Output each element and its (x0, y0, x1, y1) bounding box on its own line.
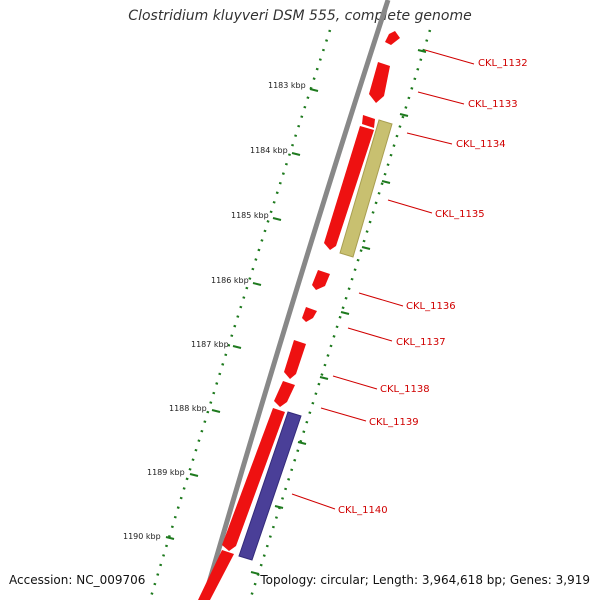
gene-label-CKL_1137[interactable]: CKL_1137 (396, 337, 446, 348)
gene-label-CKL_1132[interactable]: CKL_1132 (478, 58, 528, 69)
gene-arrow[interactable] (222, 408, 285, 551)
scale-tick (319, 376, 329, 380)
leader-line (387, 199, 433, 214)
leader-line (332, 375, 378, 390)
kbp-tick (211, 409, 221, 413)
kbp-label: 1184 kbp (250, 146, 288, 155)
gene-label-CKL_1140[interactable]: CKL_1140 (338, 505, 388, 516)
genome-backbone (201, 0, 391, 600)
scale-tick (361, 246, 371, 250)
gene-label-CKL_1133[interactable]: CKL_1133 (468, 99, 518, 110)
gene-arrow[interactable] (312, 270, 330, 290)
gene-label-CKL_1139[interactable]: CKL_1139 (369, 417, 419, 428)
gene-arrow[interactable] (362, 115, 375, 128)
leader-line (417, 91, 465, 105)
gene-arrow[interactable] (302, 307, 317, 322)
gene-block-tan[interactable] (339, 119, 393, 258)
gene-label-CKL_1135[interactable]: CKL_1135 (435, 209, 485, 220)
gene-arrow[interactable] (369, 62, 390, 103)
kbp-tick (252, 282, 262, 286)
scale-tick (250, 571, 260, 575)
scale-dotted-line-right (248, 29, 432, 600)
kbp-tick (232, 345, 242, 349)
scale-ticks: 1183 kbp 1184 kbp 1185 kbp 1186 kbp 1187… (123, 81, 319, 541)
gene-label-CKL_1134[interactable]: CKL_1134 (456, 139, 506, 150)
scale-tick (274, 505, 284, 509)
gene-label-CKL_1136[interactable]: CKL_1136 (406, 301, 456, 312)
gene-label-CKL_1138[interactable]: CKL_1138 (380, 384, 430, 395)
leader-line (320, 407, 367, 422)
kbp-label: 1188 kbp (169, 404, 207, 413)
kbp-tick (272, 217, 282, 221)
kbp-label: 1185 kbp (231, 211, 269, 220)
gene-block-blue[interactable] (238, 411, 302, 561)
kbp-tick (309, 88, 319, 92)
scale-tick (381, 180, 391, 184)
scale-tick (399, 113, 409, 117)
gene-arrow[interactable] (284, 340, 306, 379)
kbp-tick (291, 152, 301, 156)
kbp-label: 1189 kbp (147, 468, 185, 477)
scale-tick (417, 49, 427, 53)
gene-arrow[interactable] (274, 381, 295, 407)
leader-line (291, 493, 336, 510)
kbp-label: 1190 kbp (123, 532, 161, 541)
inner-scale-ticks (250, 49, 427, 575)
kbp-label: 1183 kbp (268, 81, 306, 90)
gene-arrow[interactable] (198, 550, 234, 600)
kbp-tick (165, 536, 175, 540)
scale-tick (297, 441, 307, 445)
leader-line (424, 49, 475, 65)
gene-features (198, 31, 400, 600)
gene-arrow[interactable] (324, 126, 374, 250)
leader-line (347, 327, 393, 342)
kbp-label: 1186 kbp (211, 276, 249, 285)
kbp-tick (189, 473, 199, 477)
accession-text: Accession: NC_009706 (9, 573, 146, 587)
leader-line (358, 292, 404, 307)
scale-tick (340, 311, 350, 315)
leader-line (406, 132, 453, 145)
gene-arrow[interactable] (385, 31, 400, 45)
kbp-label: 1187 kbp (191, 340, 229, 349)
genome-summary-text: Topology: circular; Length: 3,964,618 bp… (260, 573, 590, 587)
gene-labels: CKL_1132 CKL_1133 CKL_1134 CKL_1135 CKL_… (291, 49, 528, 516)
